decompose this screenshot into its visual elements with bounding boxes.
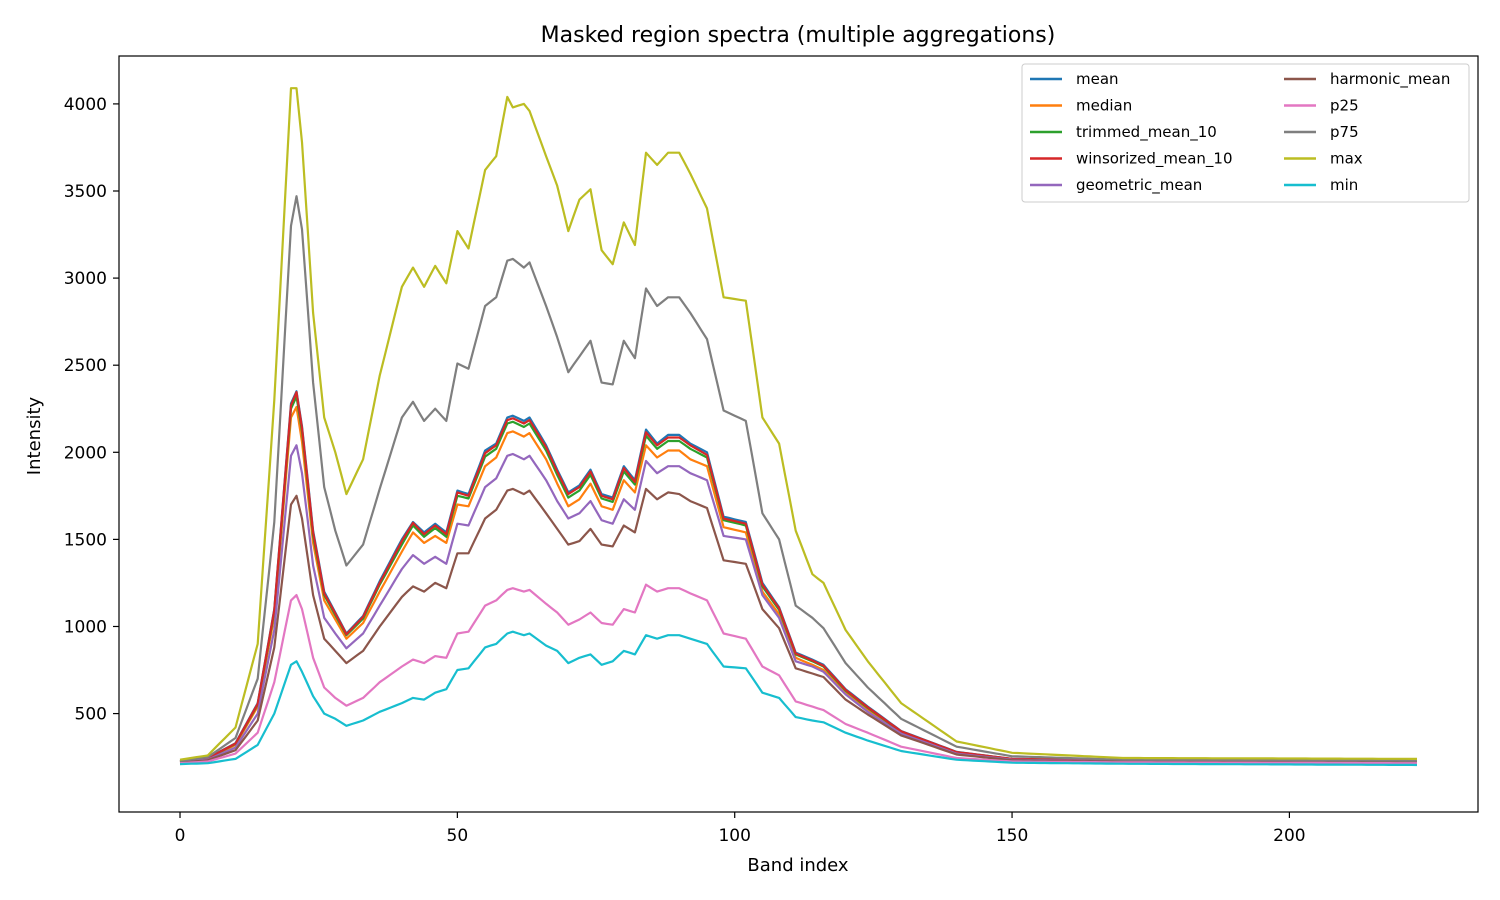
y-tick-label: 1000 [64,617,107,637]
x-tick-label: 100 [718,826,750,846]
legend-box [1021,63,1470,203]
y-tick-label: 3500 [64,182,107,202]
plot-area [179,87,1418,767]
series-line-p75 [179,195,1417,763]
x-tick-label: 50 [447,826,469,846]
series-line-median [179,405,1417,764]
chart-title: Masked region spectra (multiple aggregat… [541,23,1056,48]
y-tick-label: 4000 [64,95,107,115]
y-tick-label: 2500 [64,356,107,376]
legend-label-max: max [1330,150,1363,168]
series-line-max [179,87,1417,761]
y-tick-label: 1500 [64,530,107,550]
series-line-harmonic-mean [179,487,1417,764]
y-tick-label: 2000 [64,443,107,463]
y-tick-label: 500 [75,705,107,725]
series-lines [179,87,1418,767]
x-tick-label: 200 [1273,826,1305,846]
y-tick-label: 3000 [64,269,107,289]
plot-frame [118,55,1479,813]
x-axis-label: Band index [747,855,849,876]
series-line-min [179,630,1418,767]
legend-label-harmonic-mean: harmonic_mean [1330,70,1450,89]
series-line-geometric-mean [179,444,1418,764]
legend-label-median: median [1076,97,1132,115]
axes: 0 50 100 150 200 500 1000 1500 2000 2500 3000 3500 4… [64,55,1479,846]
y-axis-label: Intensity [24,396,45,475]
series-line-p25 [179,583,1417,765]
legend: mean median trimmed_mean_10 winsorized_mean… [1021,63,1470,203]
legend-label-geometric-mean: geometric_mean [1076,176,1202,195]
legend-label-trimmed-mean-10: trimmed_mean_10 [1076,123,1217,142]
legend-label-mean: mean [1076,70,1119,88]
legend-label-winsorized-mean-10: winsorized_mean_10 [1076,150,1233,169]
legend-label-p75: p75 [1330,123,1359,141]
legend-label-min: min [1330,176,1358,194]
x-tick-label: 0 [175,826,186,846]
x-tick-label: 150 [996,826,1028,846]
legend-label-p25: p25 [1330,97,1359,115]
